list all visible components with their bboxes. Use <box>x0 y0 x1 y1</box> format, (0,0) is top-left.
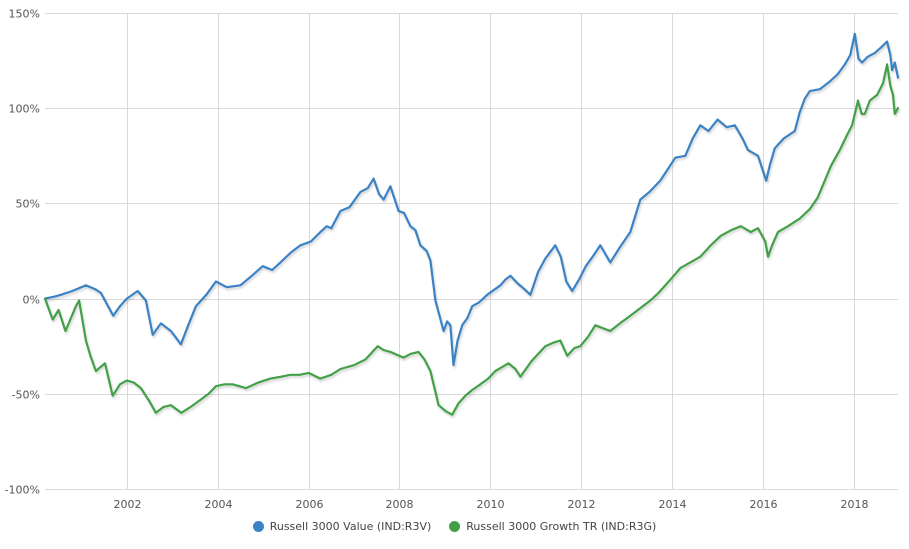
legend-item-growth[interactable]: Russell 3000 Growth TR (IND:R3G) <box>449 520 656 533</box>
y-tick-label: 100% <box>9 103 40 116</box>
y-tick-label: 50% <box>16 198 40 211</box>
y-tick-label: 150% <box>9 8 40 21</box>
y-tick-label: -50% <box>12 389 40 402</box>
x-tick-label: 2016 <box>750 498 778 511</box>
horizontal-gridlines <box>45 13 898 490</box>
line-chart: 150%100%50%0%-50%-100% 2002 2004 2006 2008 2… <box>5 8 900 511</box>
x-tick-label: 2018 <box>841 498 869 511</box>
series-line-value[interactable] <box>43 32 900 367</box>
vertical-gridlines <box>127 13 855 489</box>
series-layer <box>43 32 900 416</box>
x-tick-label: 2002 <box>114 498 142 511</box>
y-axis-labels: 150% 100% 50% 0% -50% -100% <box>5 8 40 497</box>
y-tick-label: -100% <box>5 484 40 497</box>
x-tick-label: 2014 <box>659 498 687 511</box>
legend-item-value[interactable]: Russell 3000 Value (IND:R3V) <box>252 520 432 533</box>
x-tick-label: 2006 <box>296 498 324 511</box>
x-axis-labels: 2002 2004 2006 2008 2010 2012 2014 2016 2018 <box>114 498 869 511</box>
series-line-growth[interactable] <box>43 63 900 416</box>
legend-marker-icon <box>252 521 264 532</box>
y-tick-label: 0% <box>23 294 40 307</box>
legend-marker-icon <box>449 521 461 532</box>
legend-label: Russell 3000 Value (IND:R3V) <box>269 520 432 533</box>
x-tick-label: 2008 <box>386 498 414 511</box>
legend: Russell 3000 Value (IND:R3V) Russell 300… <box>0 520 909 533</box>
x-tick-label: 2004 <box>205 498 233 511</box>
x-tick-label: 2010 <box>477 498 505 511</box>
x-tick-label: 2012 <box>568 498 596 511</box>
legend-label: Russell 3000 Growth TR (IND:R3G) <box>466 520 657 533</box>
